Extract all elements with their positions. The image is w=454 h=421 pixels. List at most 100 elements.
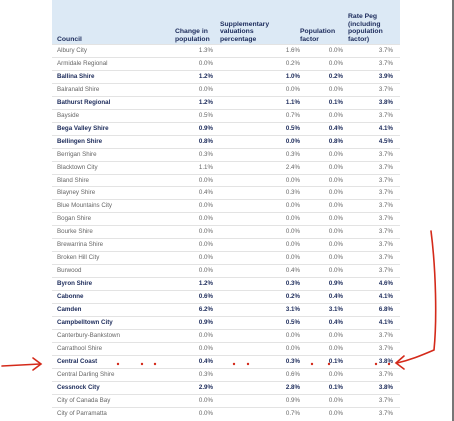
cell-value: 3.8% — [378, 383, 393, 391]
table-header — [52, 0, 400, 45]
cell-value: 0.0% — [198, 59, 213, 67]
cell-value: 0.0% — [328, 228, 343, 236]
row-separator — [52, 238, 400, 240]
council-name: City of Parramatta — [57, 409, 107, 417]
council-name: Blue Mountains City — [57, 202, 113, 210]
cell-value: 1.2% — [198, 280, 213, 288]
cell-value: 0.2% — [328, 72, 343, 80]
cell-value: 1.2% — [198, 72, 213, 80]
cell-value: 0.0% — [328, 189, 343, 197]
cell-value: 2.8% — [285, 383, 300, 391]
cell-value: 0.0% — [198, 202, 213, 210]
right-arrow-head — [394, 355, 405, 370]
cell-value: 4.1% — [378, 124, 393, 132]
cell-value: 3.7% — [378, 163, 393, 171]
cell-value: 0.4% — [198, 189, 213, 197]
cell-value: 4.5% — [378, 137, 393, 145]
cell-value: 0.0% — [328, 111, 343, 119]
row-separator — [52, 367, 400, 369]
cell-value: 3.7% — [378, 254, 393, 262]
council-name: Albury City — [57, 47, 87, 54]
cell-value: 3.7% — [378, 344, 393, 352]
council-name: Blayney Shire — [57, 189, 96, 197]
row-separator — [52, 225, 400, 227]
council-name: Bourke Shire — [57, 228, 93, 236]
cell-value: 4.1% — [378, 318, 393, 326]
cell-value: 0.0% — [198, 228, 213, 236]
council-name: Cabonne — [57, 293, 84, 301]
cell-value: 1.1% — [198, 163, 213, 171]
cell-value: 0.0% — [285, 241, 300, 249]
cell-value: 0.5% — [285, 318, 300, 326]
cell-value: 0.4% — [328, 293, 343, 301]
cell-value: 3.1% — [328, 306, 343, 313]
council-name: Bellingen Shire — [57, 137, 103, 145]
cell-value: 3.7% — [378, 59, 393, 67]
row-separator — [52, 44, 400, 45]
cell-value: 0.4% — [285, 267, 300, 275]
cell-value: 3.8% — [378, 98, 393, 106]
council-name: Bega Valley Shire — [57, 124, 109, 132]
cell-value: 0.8% — [328, 137, 343, 145]
cell-value: 0.0% — [285, 228, 300, 236]
cell-value: 0.0% — [328, 267, 343, 275]
cell-value: 0.7% — [285, 111, 300, 119]
cell-value: 0.0% — [198, 176, 213, 184]
council-name: Bathurst Regional — [57, 98, 111, 106]
row-separator — [52, 251, 400, 253]
cell-value: 0.0% — [285, 254, 300, 262]
cell-value: 0.0% — [328, 202, 343, 210]
cell-value: 3.9% — [378, 72, 393, 80]
council-name: City of Canada Bay — [57, 396, 111, 404]
council-name: Broken Hill City — [57, 254, 100, 262]
row-separator — [52, 290, 400, 292]
cell-value: 0.0% — [328, 396, 343, 404]
cell-value: 3.7% — [378, 202, 393, 210]
row-separator — [52, 160, 400, 162]
cell-value: 0.0% — [198, 267, 213, 275]
window-edge — [452, 0, 454, 421]
table: Council Change in population Supplementary… — [52, 0, 400, 421]
left-arrow-head — [32, 357, 43, 371]
row-separator — [52, 380, 400, 382]
council-name: Armidale Regional — [57, 59, 108, 67]
cell-value: 0.0% — [328, 344, 343, 352]
row-separator — [52, 341, 400, 343]
right-arrow — [396, 230, 437, 364]
row-separator — [52, 95, 400, 97]
cell-value: 0.6% — [198, 293, 213, 301]
cell-value: 0.9% — [198, 124, 213, 132]
cell-value: 3.8% — [378, 357, 393, 365]
column-header: Supplementary valuations percentage — [220, 20, 270, 43]
row-separator — [52, 315, 400, 317]
column-header: Rate Peg (including population factor) — [348, 13, 383, 43]
cell-value: 3.7% — [378, 228, 393, 236]
cell-value: 1.6% — [285, 47, 300, 54]
cell-value: 1.3% — [198, 47, 213, 54]
council-name: Blacktown City — [57, 163, 98, 171]
cell-value: 0.4% — [328, 318, 343, 326]
cell-value: 1.0% — [285, 72, 300, 80]
cell-value: 0.9% — [285, 396, 300, 404]
cell-value: 3.7% — [378, 176, 393, 184]
council-name: Berrigan Shire — [57, 150, 97, 158]
row-separator — [52, 56, 400, 58]
row-separator — [52, 199, 400, 201]
row-separator — [52, 108, 400, 110]
cell-value: 0.0% — [285, 344, 300, 352]
cell-value: 0.0% — [328, 370, 343, 378]
council-name: Canterbury-Bankstown — [57, 331, 120, 339]
cell-value: 3.7% — [378, 267, 393, 275]
cell-value: 0.0% — [285, 85, 300, 93]
council-name: Burwood — [57, 267, 82, 275]
cell-value: 0.0% — [328, 85, 343, 93]
council-name: Balranald Shire — [57, 85, 100, 93]
cell-value: 0.3% — [285, 150, 300, 158]
row-separator — [52, 134, 400, 136]
council-name: Byron Shire — [57, 280, 93, 288]
council-name: Campbelltown City — [57, 318, 113, 326]
council-name: Cessnock City — [57, 383, 100, 391]
cell-value: 0.0% — [328, 176, 343, 184]
cell-value: 3.7% — [378, 409, 393, 417]
